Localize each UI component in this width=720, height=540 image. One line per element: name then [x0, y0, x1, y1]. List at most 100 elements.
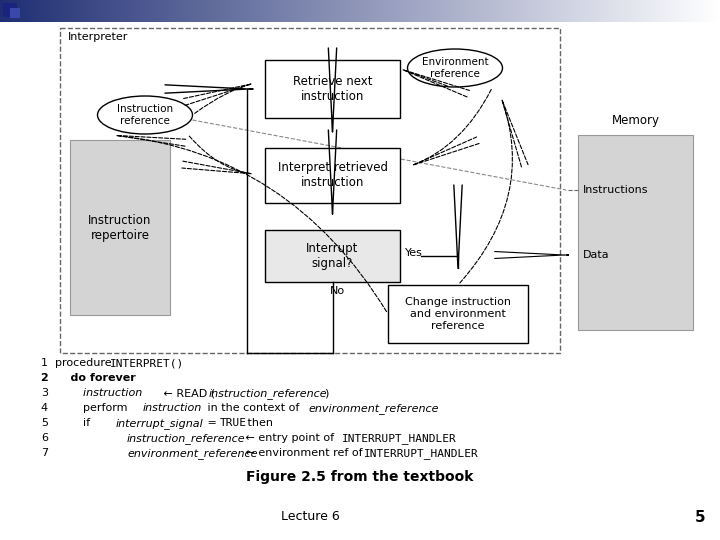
Bar	[186, 0, 187, 22]
Bar	[66, 0, 67, 22]
Bar	[496, 0, 497, 22]
Bar	[507, 0, 508, 22]
Bar	[29, 0, 30, 22]
Bar	[614, 0, 615, 22]
Bar	[425, 0, 426, 22]
Bar	[9, 0, 10, 22]
Bar	[700, 0, 701, 22]
Bar	[356, 0, 357, 22]
Bar	[343, 0, 344, 22]
Bar	[321, 0, 322, 22]
Bar	[247, 0, 248, 22]
Bar	[451, 0, 452, 22]
Bar	[618, 0, 619, 22]
Text: Data: Data	[583, 250, 610, 260]
Bar	[204, 0, 205, 22]
Bar	[195, 0, 196, 22]
Bar	[608, 0, 609, 22]
Bar	[224, 0, 225, 22]
Bar	[450, 0, 451, 22]
Text: INTERRUPT_HANDLER: INTERRUPT_HANDLER	[341, 433, 456, 444]
Bar	[18, 0, 19, 22]
Bar	[501, 0, 502, 22]
Bar	[659, 0, 660, 22]
Bar	[712, 0, 713, 22]
Bar	[445, 0, 446, 22]
Bar	[310, 0, 311, 22]
Bar	[506, 0, 507, 22]
Bar	[357, 0, 358, 22]
Bar	[569, 0, 570, 22]
Bar	[314, 0, 315, 22]
Bar	[209, 0, 210, 22]
Bar	[208, 0, 209, 22]
Bar	[87, 0, 88, 22]
Bar	[256, 0, 257, 22]
Bar	[309, 0, 310, 22]
Bar	[391, 0, 392, 22]
Bar	[683, 0, 684, 22]
Bar	[85, 0, 86, 22]
Bar	[329, 0, 330, 22]
Bar	[538, 0, 539, 22]
Bar	[57, 0, 58, 22]
Bar	[617, 0, 618, 22]
Bar	[448, 0, 449, 22]
Bar	[666, 0, 667, 22]
Bar	[317, 0, 318, 22]
Bar	[393, 0, 394, 22]
Bar	[709, 0, 710, 22]
Bar	[570, 0, 571, 22]
Bar	[276, 0, 277, 22]
Bar	[466, 0, 467, 22]
Bar	[436, 0, 437, 22]
Bar	[332, 0, 333, 22]
Bar	[710, 0, 711, 22]
Bar	[381, 0, 382, 22]
Bar	[72, 0, 73, 22]
Bar	[578, 135, 693, 330]
Bar	[508, 0, 509, 22]
Bar	[639, 0, 640, 22]
Bar	[207, 0, 208, 22]
Bar	[355, 0, 356, 22]
Bar	[607, 0, 608, 22]
Bar	[644, 0, 645, 22]
Bar	[216, 0, 217, 22]
Bar	[262, 0, 263, 22]
Bar	[99, 0, 100, 22]
Bar	[597, 0, 598, 22]
Bar	[191, 0, 192, 22]
Bar	[86, 0, 87, 22]
Bar	[478, 0, 479, 22]
Bar	[429, 0, 430, 22]
Bar	[73, 0, 74, 22]
Bar	[323, 0, 324, 22]
Bar	[532, 0, 533, 22]
Bar	[678, 0, 679, 22]
Bar	[718, 0, 719, 22]
Bar	[134, 0, 135, 22]
Bar	[342, 0, 343, 22]
Bar	[127, 0, 128, 22]
Bar	[169, 0, 170, 22]
Bar	[554, 0, 555, 22]
Bar	[39, 0, 40, 22]
Bar	[366, 0, 367, 22]
Bar	[129, 0, 130, 22]
Bar	[368, 0, 369, 22]
Bar	[345, 0, 346, 22]
Bar	[556, 0, 557, 22]
Bar	[387, 0, 388, 22]
Bar	[653, 0, 654, 22]
Bar	[303, 0, 304, 22]
Bar	[707, 0, 708, 22]
Bar	[670, 0, 671, 22]
Bar	[143, 0, 144, 22]
Bar	[499, 0, 500, 22]
Bar	[280, 0, 281, 22]
Text: if: if	[55, 418, 94, 428]
Bar	[206, 0, 207, 22]
Bar	[537, 0, 538, 22]
Bar	[365, 0, 366, 22]
